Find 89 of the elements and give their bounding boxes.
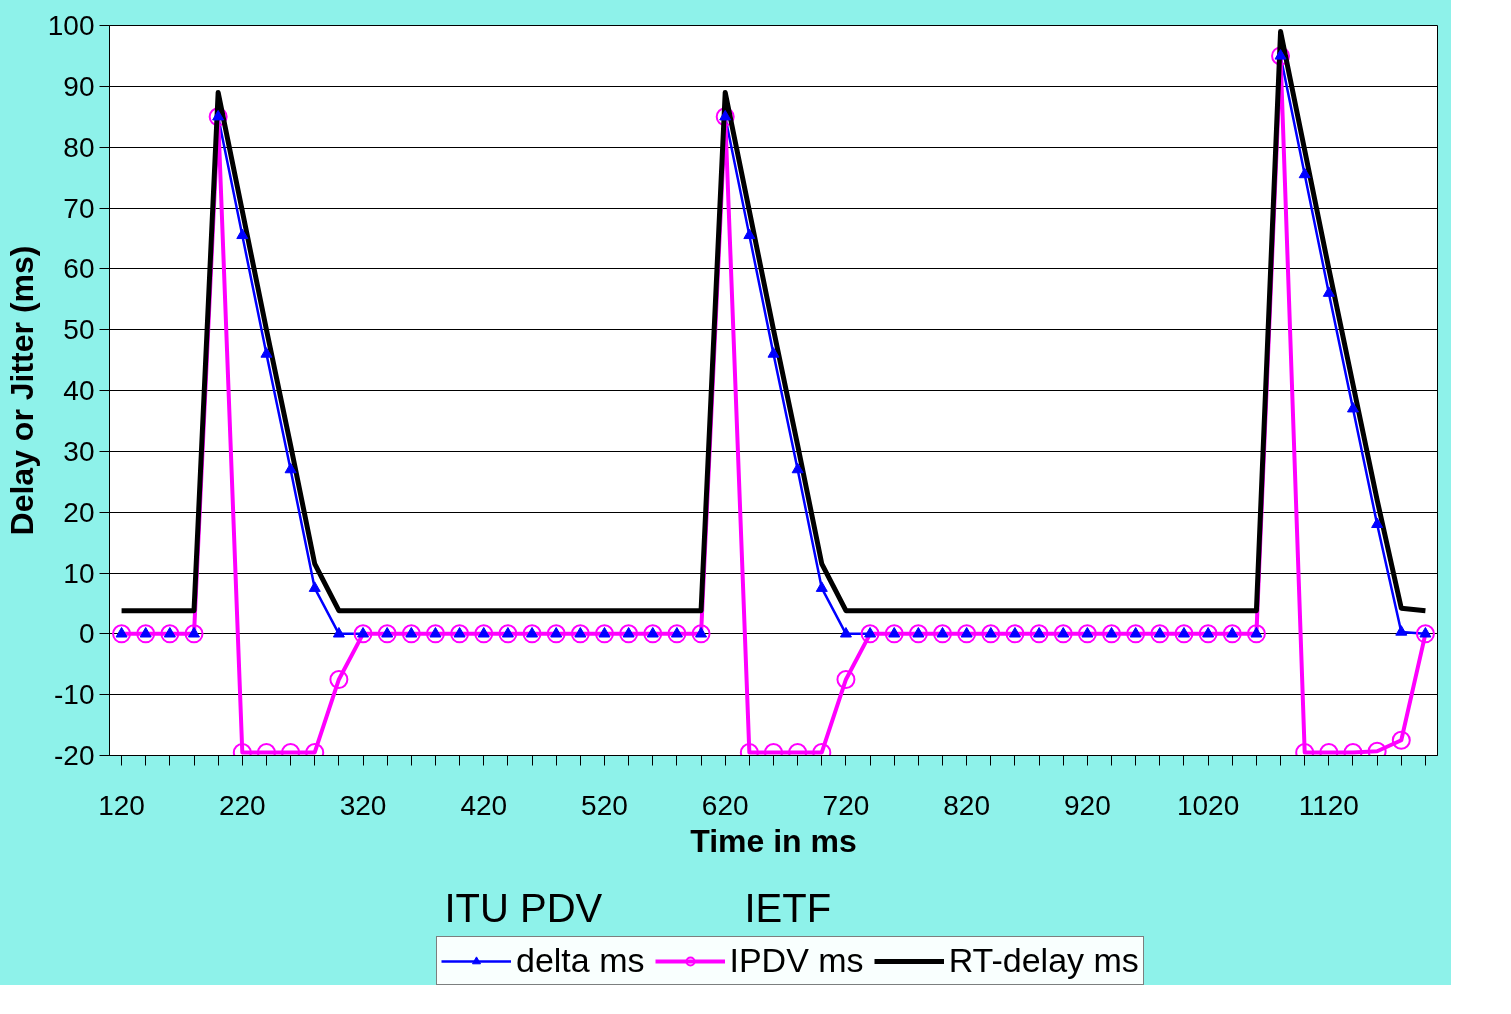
point <box>308 581 321 592</box>
point <box>839 626 852 638</box>
x-tick-label: 320 <box>339 789 387 821</box>
point <box>160 624 180 644</box>
x-tick-label: 1020 <box>1176 789 1240 821</box>
text: ITU PDV <box>444 885 603 930</box>
point <box>450 624 470 644</box>
point <box>208 107 228 127</box>
y-tick-label: 0 <box>78 618 95 650</box>
point <box>1415 624 1435 644</box>
point <box>791 462 804 474</box>
point <box>884 624 904 644</box>
y-tick-label: 70 <box>63 192 95 224</box>
x-tick-label: 820 <box>943 789 991 821</box>
point <box>1005 624 1025 644</box>
point <box>1395 625 1408 636</box>
x-axis-title: Time in ms <box>690 822 857 859</box>
point <box>836 669 856 689</box>
x-tick-label: 920 <box>1064 789 1111 821</box>
point <box>1346 401 1359 413</box>
point <box>1371 517 1384 529</box>
point <box>570 624 590 644</box>
point <box>860 624 880 644</box>
point <box>715 107 735 127</box>
y-tick-label: 80 <box>63 131 95 163</box>
legend-label: delta ms <box>516 941 645 980</box>
y-tick-label: 20 <box>63 496 95 528</box>
text: IETF <box>744 885 832 930</box>
point <box>522 624 542 644</box>
point <box>1198 624 1218 644</box>
point <box>643 624 663 644</box>
point <box>815 581 828 592</box>
y-axis-title: Delay or Jitter (ms) <box>3 245 40 536</box>
point <box>425 624 445 644</box>
legend-label: RT-delay ms <box>948 941 1139 980</box>
point <box>767 347 780 358</box>
point <box>1222 624 1242 644</box>
y-tick-label: 50 <box>63 314 95 346</box>
y-tick-label: -10 <box>54 679 95 711</box>
point <box>284 462 297 474</box>
x-tick-label: 220 <box>218 789 266 821</box>
point <box>1174 624 1194 644</box>
point <box>1298 167 1311 179</box>
legend-label: IPDV ms <box>729 941 864 980</box>
y-tick-label: 30 <box>63 435 95 467</box>
point <box>260 347 273 358</box>
point <box>1322 286 1335 297</box>
point <box>691 624 711 644</box>
point <box>1102 624 1122 644</box>
point <box>957 624 977 644</box>
x-tick-label: 520 <box>581 789 628 821</box>
point <box>329 669 349 689</box>
y-tick-label: 60 <box>63 253 95 285</box>
point <box>1029 624 1049 644</box>
point <box>474 624 494 644</box>
point <box>353 624 373 644</box>
point <box>401 624 421 644</box>
point <box>1053 624 1073 644</box>
y-tick-label: 100 <box>47 10 95 41</box>
point <box>594 624 614 644</box>
point <box>332 626 345 638</box>
point <box>498 624 518 644</box>
x-tick-label: 1120 <box>1298 789 1359 821</box>
point <box>236 228 249 240</box>
point <box>981 624 1001 644</box>
x-tick-label: 420 <box>460 789 508 821</box>
x-tick-label: 620 <box>701 789 749 821</box>
point <box>667 624 687 644</box>
point <box>546 624 566 644</box>
y-tick-label: 90 <box>63 70 95 102</box>
point <box>1271 46 1291 66</box>
point <box>1126 624 1146 644</box>
point <box>933 624 953 644</box>
point <box>619 624 639 644</box>
point <box>1391 730 1411 750</box>
point <box>136 624 156 644</box>
point <box>184 624 204 644</box>
point <box>1150 624 1170 644</box>
y-tick-label: 10 <box>63 557 95 589</box>
point <box>743 228 756 240</box>
point <box>1246 624 1266 644</box>
point <box>112 624 132 644</box>
point <box>1077 624 1097 644</box>
x-tick-label: 720 <box>822 789 870 821</box>
y-tick-label: -20 <box>54 740 95 771</box>
point <box>377 624 397 644</box>
y-tick-label: 40 <box>63 375 95 406</box>
x-tick-label: 120 <box>98 789 145 821</box>
point <box>908 624 928 644</box>
